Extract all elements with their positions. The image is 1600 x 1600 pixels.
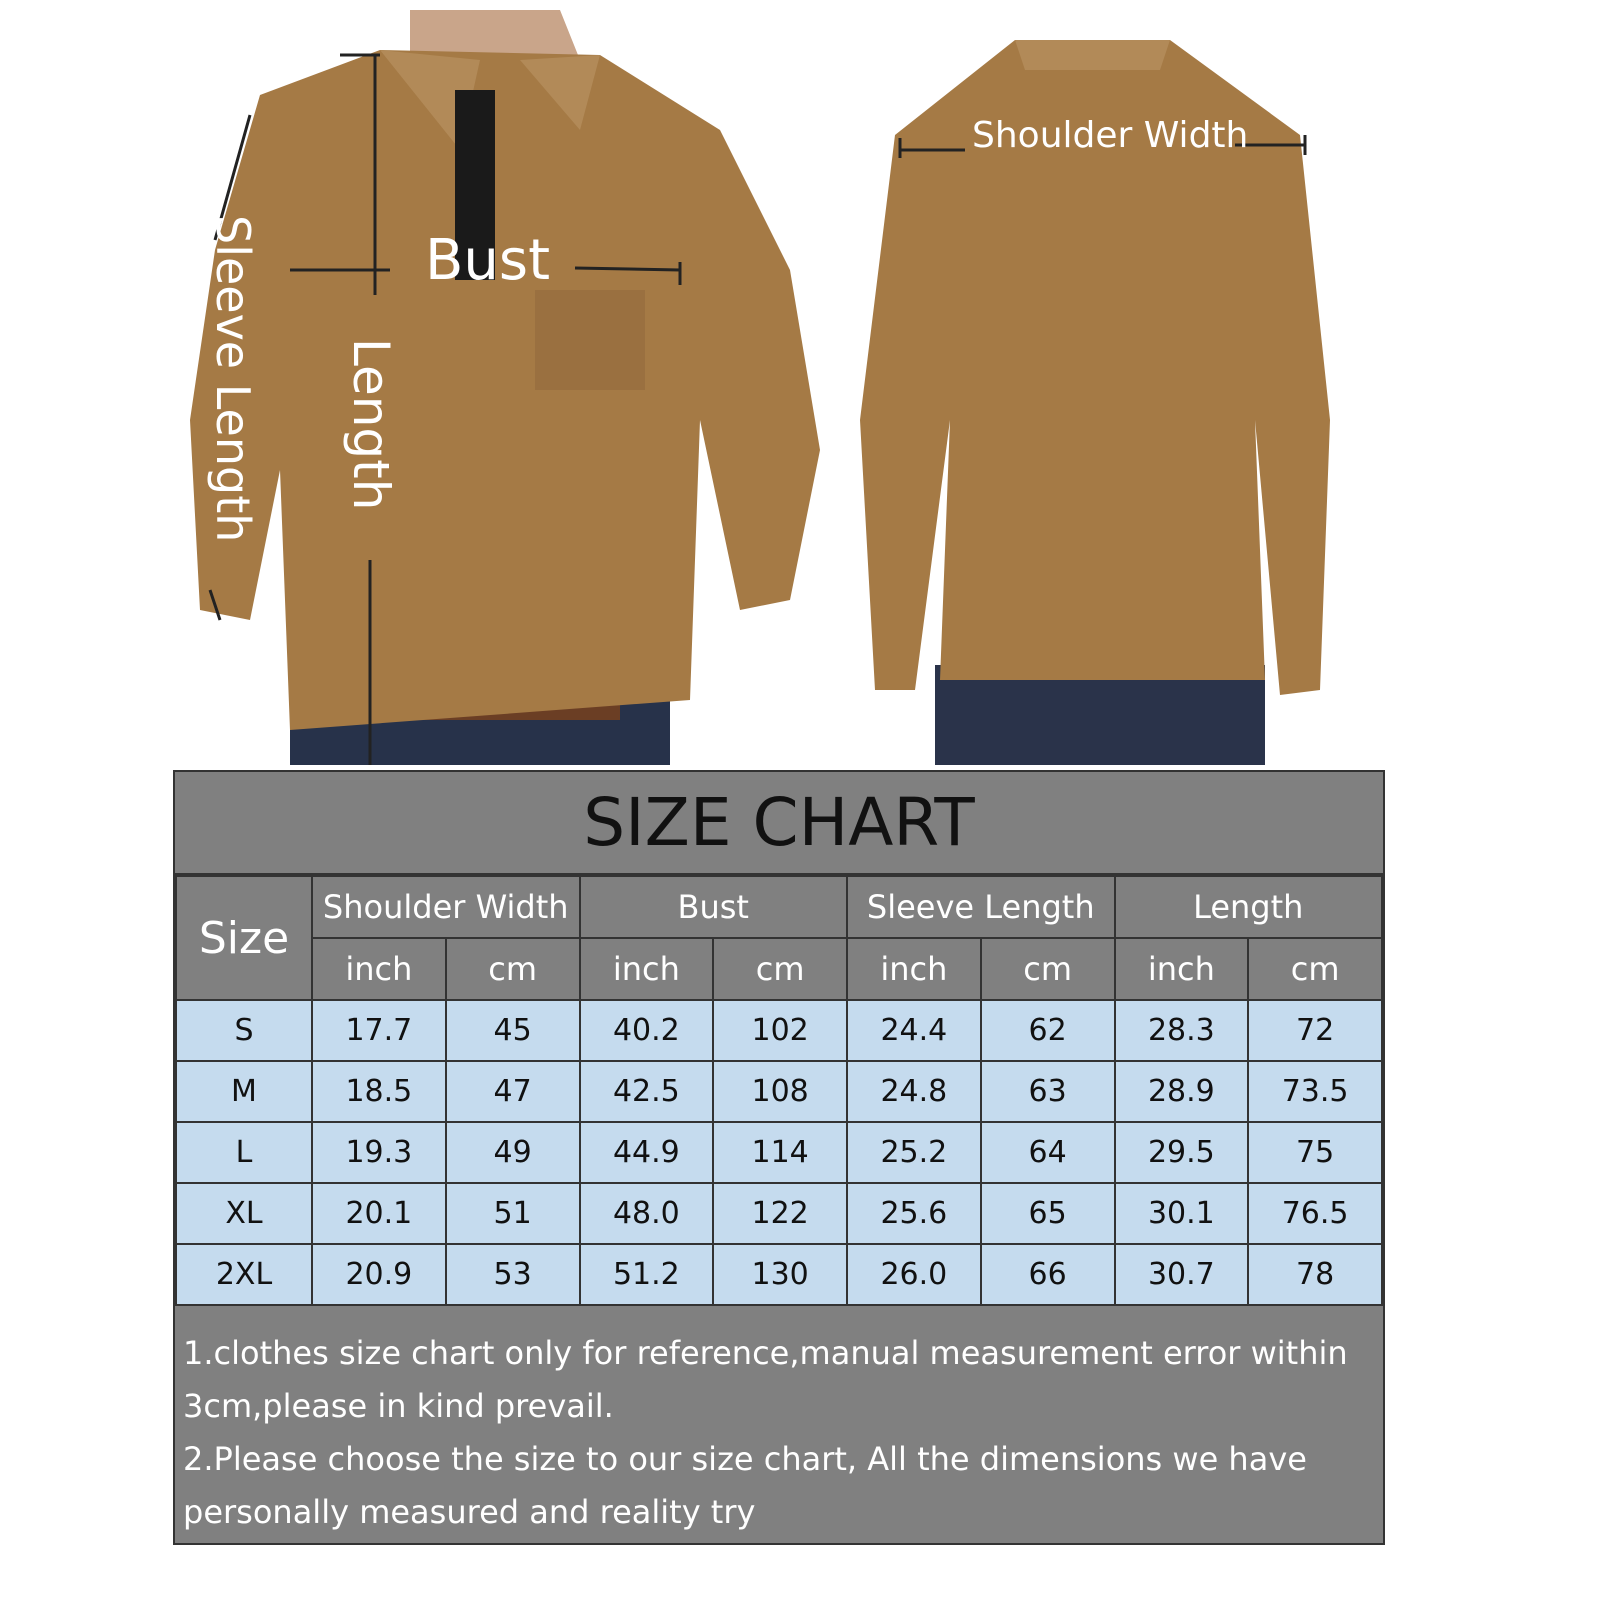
sleeve-length-label: Sleeve Length xyxy=(206,215,260,543)
group-header: Bust xyxy=(578,875,848,939)
value-cell: 108 xyxy=(712,1060,848,1123)
group-header: Shoulder Width xyxy=(311,875,581,939)
shirt-illustration xyxy=(190,10,1330,765)
unit-header: cm xyxy=(1247,937,1383,1001)
value-cell: 44.9 xyxy=(578,1121,715,1184)
size-cell: XL xyxy=(175,1182,313,1245)
value-cell: 63 xyxy=(979,1060,1116,1123)
value-cell: 25.6 xyxy=(846,1182,982,1245)
unit-header: cm xyxy=(444,937,581,1001)
unit-header: inch xyxy=(1113,937,1250,1001)
value-cell: 65 xyxy=(979,1182,1116,1245)
value-cell: 45 xyxy=(444,999,581,1062)
value-cell: 19.3 xyxy=(311,1121,447,1184)
value-cell: 53 xyxy=(444,1243,581,1306)
value-cell: 28.3 xyxy=(1113,999,1250,1062)
value-cell: 130 xyxy=(712,1243,848,1306)
value-cell: 73.5 xyxy=(1247,1060,1383,1123)
table-row: L 19.3 49 44.9 114 25.2 64 29.5 75 xyxy=(175,1121,1383,1184)
note: 2.Please choose the size to our size cha… xyxy=(183,1440,1307,1531)
value-cell: 30.1 xyxy=(1113,1182,1250,1245)
value-cell: 64 xyxy=(979,1121,1116,1184)
chart-title: SIZE CHART xyxy=(175,772,1383,875)
unit-header: inch xyxy=(578,937,715,1001)
front-shirt xyxy=(190,10,820,765)
value-cell: 102 xyxy=(712,999,848,1062)
value-cell: 42.5 xyxy=(578,1060,715,1123)
group-header: Length xyxy=(1113,875,1383,939)
value-cell: 78 xyxy=(1247,1243,1383,1306)
size-header: Size xyxy=(175,875,313,1001)
value-cell: 49 xyxy=(444,1121,581,1184)
table-row: M 18.5 47 42.5 108 24.8 63 28.9 73.5 xyxy=(175,1060,1383,1123)
length-label: Length xyxy=(342,338,400,511)
header-row-units: inch cm inch cm inch cm inch cm xyxy=(176,937,1383,1001)
value-cell: 114 xyxy=(712,1121,848,1184)
value-cell: 25.2 xyxy=(846,1121,982,1184)
value-cell: 40.2 xyxy=(578,999,715,1062)
value-cell: 29.5 xyxy=(1113,1121,1250,1184)
value-cell: 17.7 xyxy=(311,999,447,1062)
value-cell: 24.4 xyxy=(846,999,982,1062)
value-cell: 24.8 xyxy=(846,1060,982,1123)
value-cell: 30.7 xyxy=(1113,1243,1250,1306)
unit-header: inch xyxy=(311,937,447,1001)
value-cell: 66 xyxy=(979,1243,1116,1306)
table-row: 2XL 20.9 53 51.2 130 26.0 66 30.7 78 xyxy=(175,1243,1383,1306)
table-row: S 17.7 45 40.2 102 24.4 62 28.3 72 xyxy=(175,999,1383,1062)
unit-header: cm xyxy=(979,937,1116,1001)
size-cell: S xyxy=(175,999,313,1062)
size-table: Size Shoulder Width Bust Sleeve Length L… xyxy=(175,875,1383,1306)
value-cell: 122 xyxy=(712,1182,848,1245)
back-shirt xyxy=(860,40,1330,765)
group-header: Sleeve Length xyxy=(846,875,1116,939)
product-photos: Bust Length Sleeve Length Shoulder Width xyxy=(0,0,1600,765)
value-cell: 75 xyxy=(1247,1121,1383,1184)
value-cell: 51 xyxy=(444,1182,581,1245)
note: 1.clothes size chart only for reference,… xyxy=(183,1334,1348,1425)
value-cell: 62 xyxy=(979,999,1116,1062)
value-cell: 72 xyxy=(1247,999,1383,1062)
size-cell: 2XL xyxy=(175,1243,313,1306)
shoulder-width-label: Shoulder Width xyxy=(972,115,1249,156)
value-cell: 48.0 xyxy=(578,1182,715,1245)
size-cell: L xyxy=(175,1121,313,1184)
value-cell: 26.0 xyxy=(846,1243,982,1306)
unit-header: cm xyxy=(712,937,848,1001)
notes: 1.clothes size chart only for reference,… xyxy=(183,1327,1375,1539)
header-row-groups: Size Shoulder Width Bust Sleeve Length L… xyxy=(175,875,1383,1001)
unit-header: inch xyxy=(846,937,982,1001)
value-cell: 18.5 xyxy=(311,1060,447,1123)
bust-label: Bust xyxy=(425,228,551,293)
size-cell: M xyxy=(175,1060,313,1123)
value-cell: 20.1 xyxy=(311,1182,447,1245)
value-cell: 20.9 xyxy=(311,1243,447,1306)
value-cell: 47 xyxy=(444,1060,581,1123)
table-row: XL 20.1 51 48.0 122 25.6 65 30.1 76.5 xyxy=(175,1182,1383,1245)
value-cell: 76.5 xyxy=(1247,1182,1383,1245)
size-chart: SIZE CHART Size Shoulder Width Bust Slee… xyxy=(173,770,1385,1545)
value-cell: 28.9 xyxy=(1113,1060,1250,1123)
value-cell: 51.2 xyxy=(578,1243,715,1306)
